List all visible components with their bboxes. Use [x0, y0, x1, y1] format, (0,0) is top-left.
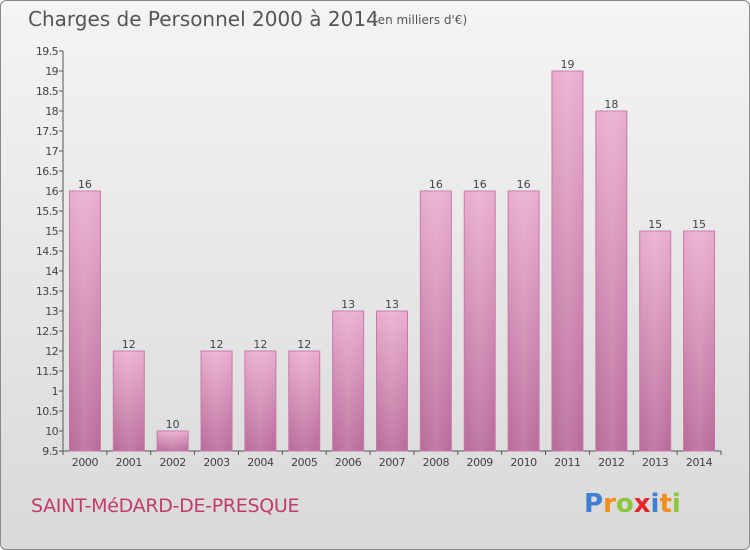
- bar-highlight: [244, 351, 276, 451]
- y-tick-label: 10.5: [36, 405, 59, 418]
- x-tick-label: 2013: [642, 456, 669, 469]
- city-name: SAINT-MéDARD-DE-PRESQUE: [31, 495, 300, 517]
- bar-highlight: [113, 351, 145, 451]
- bars: 16 12 10 12 12 12 13 13 16 16 16 19 18 15 15: [68, 58, 716, 452]
- bar-value-label: 19: [560, 58, 574, 71]
- x-tick-label: 2001: [116, 456, 142, 469]
- y-tick-label: 17: [45, 145, 58, 158]
- y-tick-label: 12: [45, 345, 58, 358]
- bar-highlight: [683, 231, 715, 451]
- bar-highlight: [201, 351, 233, 451]
- proxiti-logo[interactable]: Proxiti: [584, 489, 681, 519]
- bar-value-label: 16: [473, 178, 487, 191]
- bar-highlight: [595, 111, 627, 451]
- bar-value-label: 18: [604, 98, 618, 111]
- x-tick-label: 2002: [159, 456, 185, 469]
- bar-highlight: [420, 191, 452, 451]
- x-tick-label: 2003: [203, 456, 230, 469]
- y-tick-label: 10: [45, 425, 58, 438]
- bar-highlight: [157, 431, 189, 451]
- x-tick-label: 2014: [686, 456, 713, 469]
- y-tick-label: 17.5: [36, 125, 59, 138]
- y-tick-label: 19.5: [36, 45, 59, 58]
- y-tick-label: 19: [45, 65, 58, 78]
- y-tick-label: 14: [45, 265, 58, 278]
- x-tick-label: 2004: [247, 456, 274, 469]
- bar-value-label: 13: [385, 298, 399, 311]
- x-tick-label: 2010: [510, 456, 537, 469]
- logo-letter: t: [659, 489, 672, 519]
- y-tick-label: 9.5: [42, 445, 58, 458]
- y-tick-label: 1: [52, 385, 58, 398]
- bar-value-label: 13: [341, 298, 355, 311]
- bar-value-label: 12: [253, 338, 267, 351]
- bar-highlight: [332, 311, 364, 451]
- logo-letter: o: [615, 489, 634, 519]
- x-tick-label: 2012: [598, 456, 624, 469]
- y-tick-label: 18: [45, 105, 58, 118]
- logo-letter: r: [603, 489, 616, 519]
- bar-highlight: [69, 191, 101, 451]
- x-tick-label: 2000: [72, 456, 99, 469]
- bar-value-label: 15: [648, 218, 662, 231]
- bar-value-label: 16: [78, 178, 92, 191]
- bar-highlight: [508, 191, 540, 451]
- x-tick-label: 2005: [291, 456, 318, 469]
- chart-title: Charges de Personnel 2000 à 2014: [28, 7, 379, 31]
- x-tick-label: 2011: [554, 456, 580, 469]
- y-tick-label: 16: [45, 185, 58, 198]
- logo-letter: i: [671, 489, 681, 519]
- y-tick-label: 13.5: [36, 285, 59, 298]
- bar-value-label: 12: [122, 338, 136, 351]
- x-tick-label: 2008: [423, 456, 450, 469]
- logo-letter: i: [650, 489, 660, 519]
- axes: 9.5 10 10.5 1 11.5 12 12.5 13 13.5 14 14.5 15 15.5 16…: [36, 45, 722, 469]
- bar-highlight: [376, 311, 408, 451]
- bar-highlight: [288, 351, 320, 451]
- x-tick-label: 2009: [467, 456, 494, 469]
- x-tick-label: 2006: [335, 456, 362, 469]
- y-tick-label: 14.5: [36, 245, 59, 258]
- bar-value-label: 15: [692, 218, 706, 231]
- y-tick-label: 12.5: [36, 325, 59, 338]
- logo-letter: x: [633, 489, 651, 519]
- y-tick-label: 18.5: [36, 85, 59, 98]
- y-tick-label: 16.5: [36, 165, 59, 178]
- chart-unit: (en milliers d'€): [373, 13, 468, 27]
- y-tick-label: 15.5: [36, 205, 59, 218]
- bar-value-label: 16: [517, 178, 531, 191]
- bar-value-label: 12: [297, 338, 311, 351]
- logo-letter: P: [584, 489, 604, 519]
- y-tick-label: 11.5: [36, 365, 59, 378]
- bar-value-label: 12: [210, 338, 224, 351]
- y-tick-label: 15: [45, 225, 58, 238]
- bar-highlight: [639, 231, 671, 451]
- x-tick-label: 2007: [379, 456, 406, 469]
- bar-value-label: 10: [166, 418, 180, 431]
- bar-highlight: [551, 71, 583, 451]
- bar-highlight: [464, 191, 496, 451]
- y-tick-label: 13: [45, 305, 58, 318]
- bar-value-label: 16: [429, 178, 443, 191]
